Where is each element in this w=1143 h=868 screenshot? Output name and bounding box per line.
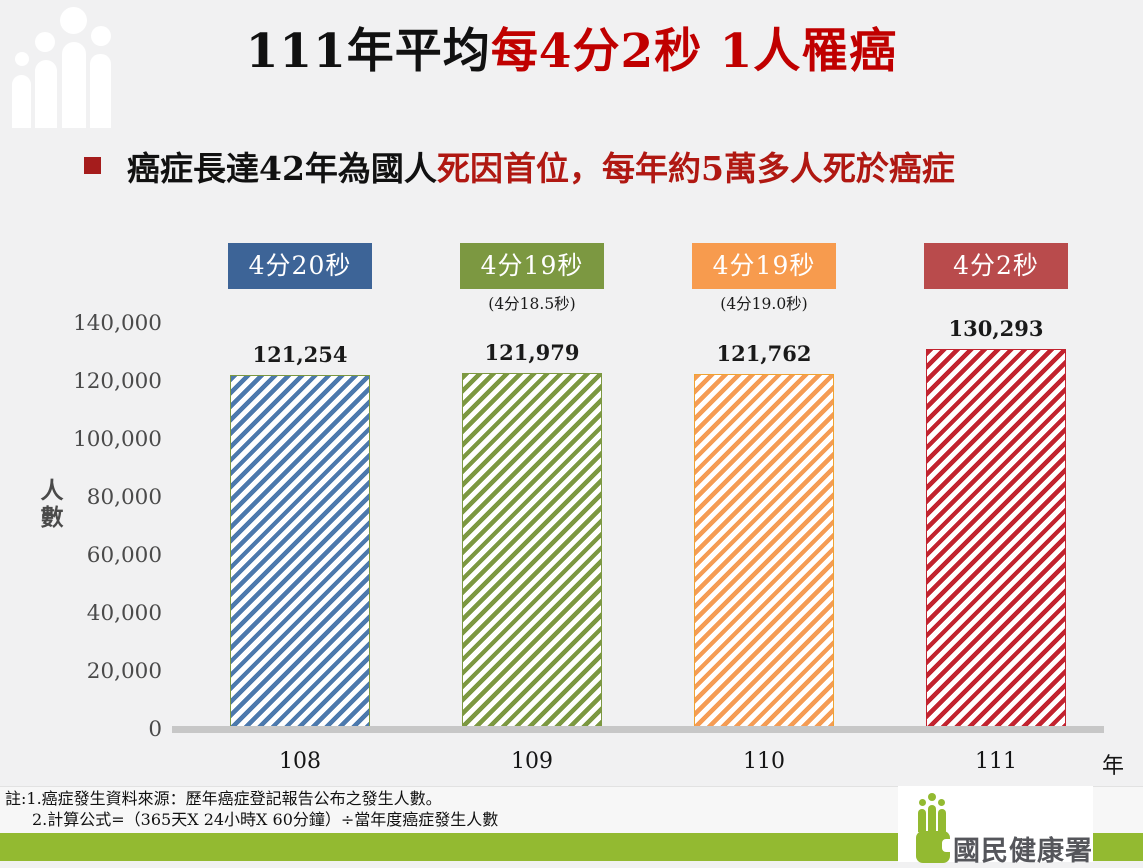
y-axis-title: 人數 [36, 478, 63, 532]
footer-accent-bar-left [0, 833, 898, 861]
hand-logo-finger-2 [928, 805, 936, 832]
agency-name: 國民健康署 [953, 836, 1093, 867]
hand-logo-dot-2 [928, 793, 936, 801]
logo-head-medium-left [35, 32, 55, 52]
bar-109 [462, 373, 602, 727]
bar-110 [694, 374, 834, 727]
subtitle-line: 癌症長達42年為國人死因首位，每年約5萬多人死於癌症 [84, 142, 1124, 190]
bar-111 [926, 349, 1066, 727]
time-tag-sub-109: (4分18.5秒) [488, 295, 576, 313]
page-title-red: 每4分2秒 1人罹癌 [490, 24, 898, 79]
y-tick-label-3: 80,000 [86, 485, 162, 510]
time-tag-108: 4分20秒 [228, 243, 372, 289]
hand-logo-dot-1 [919, 799, 926, 806]
hand-logo-dot-3 [938, 799, 945, 806]
logo-body-4 [90, 54, 111, 128]
bar-value-108: 121,254 [252, 342, 348, 367]
page-title: 111年平均每4分2秒 1人罹癌 [0, 12, 1143, 81]
x-tick-label-111: 111 [975, 749, 1017, 774]
footnote-line-2: 2.計算公式=（365天X 24小時X 60分鐘）÷當年度癌症發生人數 [32, 810, 499, 829]
x-axis-line [172, 726, 1104, 733]
subtitle-red: 死因首位，每年約5萬多人死於癌症 [436, 149, 955, 188]
footnotes: 註:1.癌症發生資料來源：歷年癌症登記報告公布之發生人數。 2.計算公式=（36… [5, 788, 498, 830]
time-tag-sub-110: (4分19.0秒) [720, 295, 808, 313]
y-tick-label-5: 40,000 [86, 601, 162, 626]
bar-value-111: 130,293 [948, 316, 1044, 341]
hand-logo-finger-3 [938, 809, 946, 832]
footnote-line-1: 註:1.癌症發生資料來源：歷年癌症登記報告公布之發生人數。 [5, 789, 442, 808]
x-tick-label-110: 110 [743, 749, 785, 774]
time-tag-111: 4分2秒 [924, 243, 1068, 289]
y-tick-label-1: 120,000 [73, 369, 162, 394]
x-axis-unit-label: 年 [1102, 754, 1125, 779]
bar-value-109: 121,979 [484, 340, 580, 365]
x-tick-label-109: 109 [511, 749, 553, 774]
logo-body-3 [62, 42, 86, 128]
footer-accent-bar-right [1093, 833, 1143, 861]
hand-logo-notch [942, 839, 954, 852]
y-tick-label-2: 100,000 [73, 427, 162, 452]
logo-body-2 [35, 60, 57, 128]
y-tick-label-4: 60,000 [86, 543, 162, 568]
x-tick-label-108: 108 [279, 749, 321, 774]
time-tag-110: 4分19秒 [692, 243, 836, 289]
bar-108 [230, 375, 370, 727]
hand-logo-finger-1 [918, 809, 926, 832]
bar-value-110: 121,762 [716, 341, 812, 366]
logo-body-1 [12, 75, 31, 128]
logo-head-medium-right [91, 26, 111, 46]
y-tick-label-0: 140,000 [73, 311, 162, 336]
hpa-people-logo [4, 2, 130, 128]
y-tick-label-6: 20,000 [86, 659, 162, 684]
logo-head-small-left [15, 52, 29, 66]
subtitle-black: 癌症長達42年為國人 [127, 149, 437, 188]
logo-head-large [60, 7, 87, 34]
bullet-square-icon [84, 157, 101, 174]
time-tag-109: 4分19秒 [460, 243, 604, 289]
page-title-black: 111年平均 [245, 24, 491, 79]
y-tick-label-7: 0 [148, 717, 162, 742]
